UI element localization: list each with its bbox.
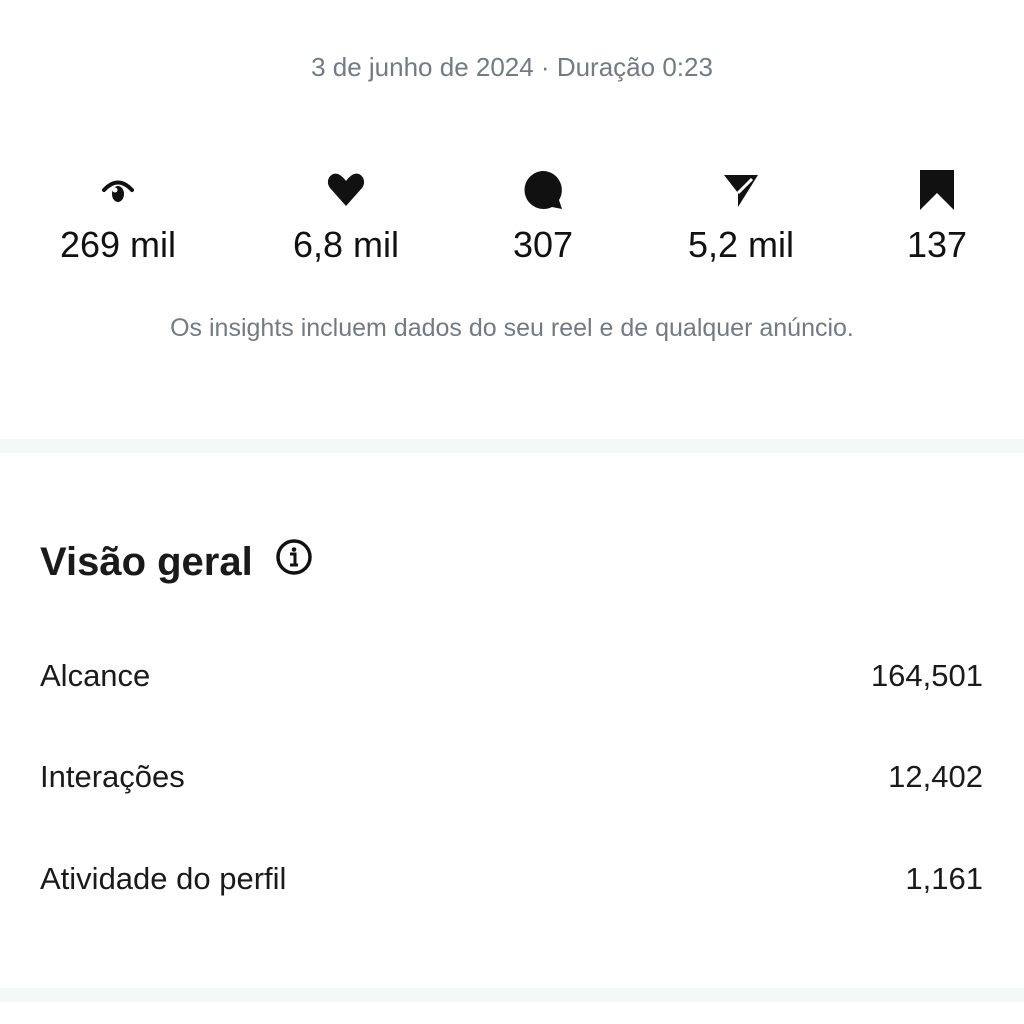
overview-header: Visão geral bbox=[40, 538, 313, 586]
row-label: Alcance bbox=[40, 658, 151, 693]
row-value: 12,402 bbox=[888, 759, 983, 794]
stat-saves: 137 bbox=[837, 168, 1024, 266]
saves-count: 137 bbox=[906, 224, 968, 265]
shares-count: 5,2 mil bbox=[687, 224, 795, 265]
overview-row-reach[interactable]: Alcance 164,501 bbox=[40, 658, 983, 694]
stat-views: 269 mil bbox=[18, 168, 218, 266]
overview-row-interactions[interactable]: Interações 12,402 bbox=[40, 759, 983, 795]
section-divider bbox=[0, 988, 1024, 1002]
comment-icon bbox=[443, 168, 643, 212]
comments-count: 307 bbox=[512, 224, 574, 265]
likes-count: 6,8 mil bbox=[292, 224, 400, 265]
heart-icon bbox=[246, 168, 446, 212]
views-count: 269 mil bbox=[59, 224, 177, 265]
insights-note: Os insights incluem dados do seu reel e … bbox=[170, 314, 854, 342]
bookmark-icon bbox=[837, 168, 1024, 212]
eye-icon bbox=[18, 168, 218, 212]
post-date-duration: 3 de junho de 2024 · Duração 0:23 bbox=[311, 52, 713, 82]
row-value: 1,161 bbox=[905, 861, 983, 896]
row-label: Interações bbox=[40, 759, 185, 794]
row-value: 164,501 bbox=[870, 658, 983, 693]
overview-row-profile-activity[interactable]: Atividade do perfil 1,161 bbox=[40, 861, 983, 897]
info-icon[interactable] bbox=[275, 538, 313, 586]
stat-likes: 6,8 mil bbox=[246, 168, 446, 266]
section-divider bbox=[0, 439, 1024, 453]
stat-comments: 307 bbox=[443, 168, 643, 266]
share-icon bbox=[641, 168, 841, 212]
row-label: Atividade do perfil bbox=[40, 861, 287, 896]
stat-shares: 5,2 mil bbox=[641, 168, 841, 266]
overview-title: Visão geral bbox=[40, 539, 253, 584]
